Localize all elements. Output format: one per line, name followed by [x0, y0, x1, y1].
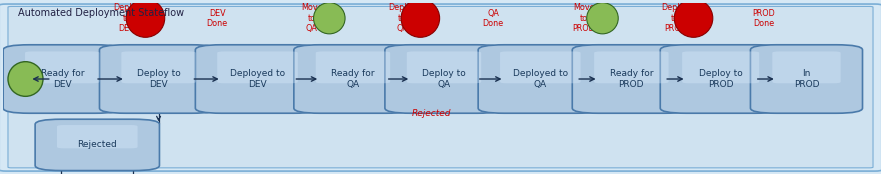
Ellipse shape	[674, 0, 713, 37]
Text: QA
Done: QA Done	[483, 9, 504, 28]
Ellipse shape	[587, 3, 618, 34]
FancyBboxPatch shape	[25, 52, 100, 83]
Text: Rejected: Rejected	[412, 109, 451, 118]
Text: Ready for
QA: Ready for QA	[331, 69, 374, 89]
Text: Deploy
to
DEV: Deploy to DEV	[113, 3, 141, 33]
Ellipse shape	[126, 0, 165, 37]
Text: Deploy to
QA: Deploy to QA	[422, 69, 466, 89]
FancyBboxPatch shape	[773, 52, 840, 83]
FancyBboxPatch shape	[8, 6, 873, 168]
Text: DEV
Done: DEV Done	[207, 9, 228, 28]
Text: PROD
Done: PROD Done	[752, 9, 775, 28]
FancyBboxPatch shape	[57, 125, 137, 148]
Text: Rejected: Rejected	[78, 140, 117, 149]
Text: Deploy to
PROD: Deploy to PROD	[699, 69, 743, 89]
FancyBboxPatch shape	[594, 52, 669, 83]
Text: Deployed to
DEV: Deployed to DEV	[230, 69, 285, 89]
FancyBboxPatch shape	[196, 45, 320, 113]
FancyBboxPatch shape	[500, 52, 581, 83]
Text: Automated Deployment Stateflow: Automated Deployment Stateflow	[19, 8, 185, 18]
FancyBboxPatch shape	[573, 45, 691, 113]
Text: Deploy to
DEV: Deploy to DEV	[137, 69, 181, 89]
FancyBboxPatch shape	[407, 52, 481, 83]
FancyBboxPatch shape	[218, 52, 298, 83]
FancyBboxPatch shape	[294, 45, 412, 113]
FancyBboxPatch shape	[751, 45, 862, 113]
FancyBboxPatch shape	[0, 4, 881, 171]
Ellipse shape	[401, 0, 440, 37]
Text: Deployed to
QA: Deployed to QA	[513, 69, 568, 89]
Text: Deploy
to
QA: Deploy to QA	[388, 3, 416, 33]
Text: Ready for
DEV: Ready for DEV	[41, 69, 84, 89]
Text: Ready for
PROD: Ready for PROD	[610, 69, 653, 89]
FancyBboxPatch shape	[660, 45, 781, 113]
FancyBboxPatch shape	[682, 52, 759, 83]
FancyBboxPatch shape	[385, 45, 503, 113]
FancyBboxPatch shape	[35, 119, 159, 171]
FancyBboxPatch shape	[478, 45, 603, 113]
Text: Move
to
PROD: Move to PROD	[573, 3, 596, 33]
Text: Deploy
to
PROD: Deploy to PROD	[661, 3, 689, 33]
FancyBboxPatch shape	[122, 52, 196, 83]
FancyBboxPatch shape	[315, 52, 390, 83]
Ellipse shape	[314, 3, 345, 34]
Text: Move
to
QA: Move to QA	[301, 3, 322, 33]
Ellipse shape	[8, 62, 43, 96]
FancyBboxPatch shape	[4, 45, 122, 113]
FancyBboxPatch shape	[100, 45, 218, 113]
Text: In
PROD: In PROD	[794, 69, 819, 89]
